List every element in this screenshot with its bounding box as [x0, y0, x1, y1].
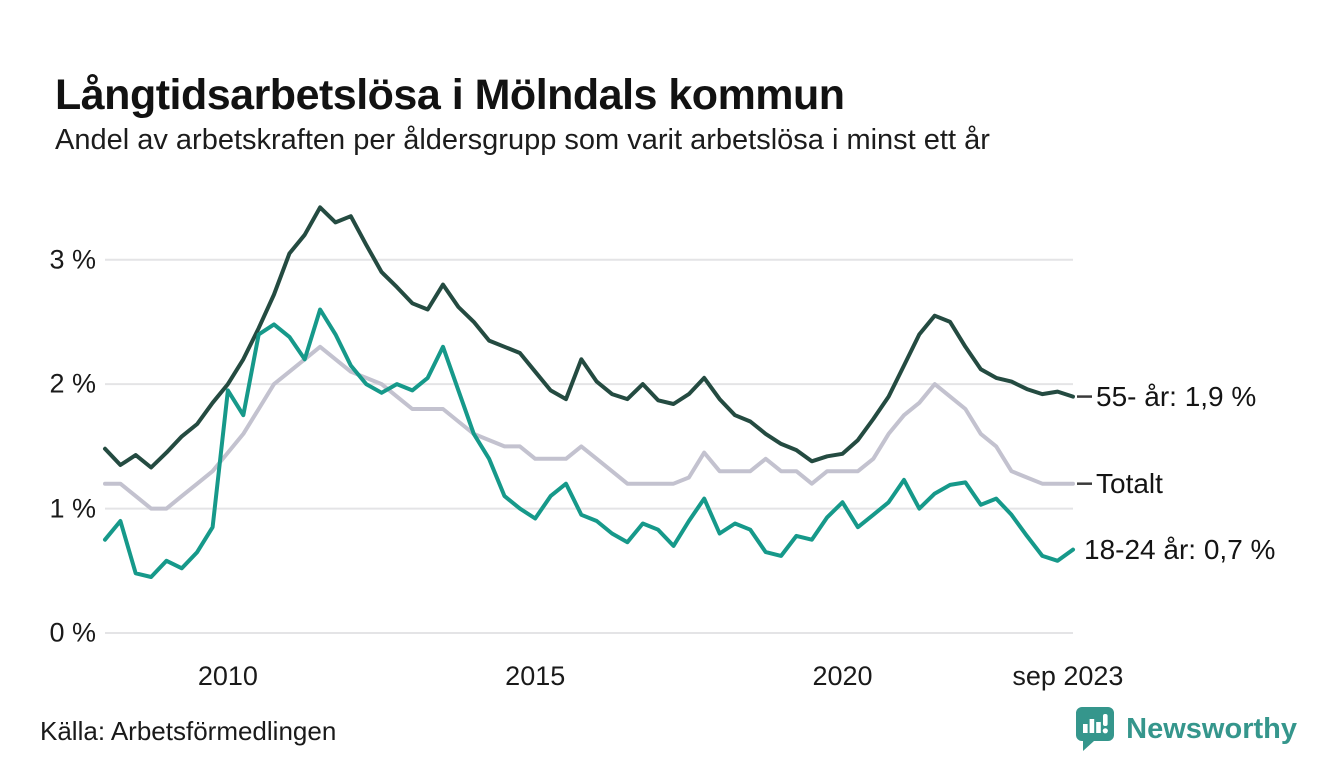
x-tick-label: sep 2023 [1012, 661, 1124, 691]
newsworthy-logo: Newsworthy [1075, 706, 1297, 752]
series-end-label-18-24-ar: 18-24 år: 0,7 % [1084, 533, 1276, 565]
chart-subtitle: Andel av arbetskraften per åldersgrupp s… [55, 124, 990, 156]
y-tick-label: 3 % [49, 244, 96, 275]
y-tick-label: 0 % [49, 617, 96, 648]
source-text: Källa: Arbetsförmedlingen [40, 716, 337, 746]
newsworthy-logo-icon [1076, 707, 1115, 751]
series-line-55-ar [103, 205, 1075, 470]
y-tick-label: 1 % [49, 493, 96, 524]
series-line-18-24-ar [103, 307, 1075, 579]
y-tick-label: 2 % [49, 368, 96, 399]
series-line-totalt [103, 344, 1075, 511]
series-end-label-55-ar: 55- år: 1,9 % [1096, 380, 1257, 412]
series-end-label-totalt: Totalt [1096, 467, 1163, 499]
x-tick-label: 2020 [812, 661, 873, 691]
x-tick-label: 2015 [505, 661, 566, 691]
x-tick-label: 2010 [197, 661, 258, 691]
newsworthy-logo-text: Newsworthy [1126, 712, 1297, 745]
chart-title: Långtidsarbetslösa i Mölndals kommun [55, 70, 845, 119]
